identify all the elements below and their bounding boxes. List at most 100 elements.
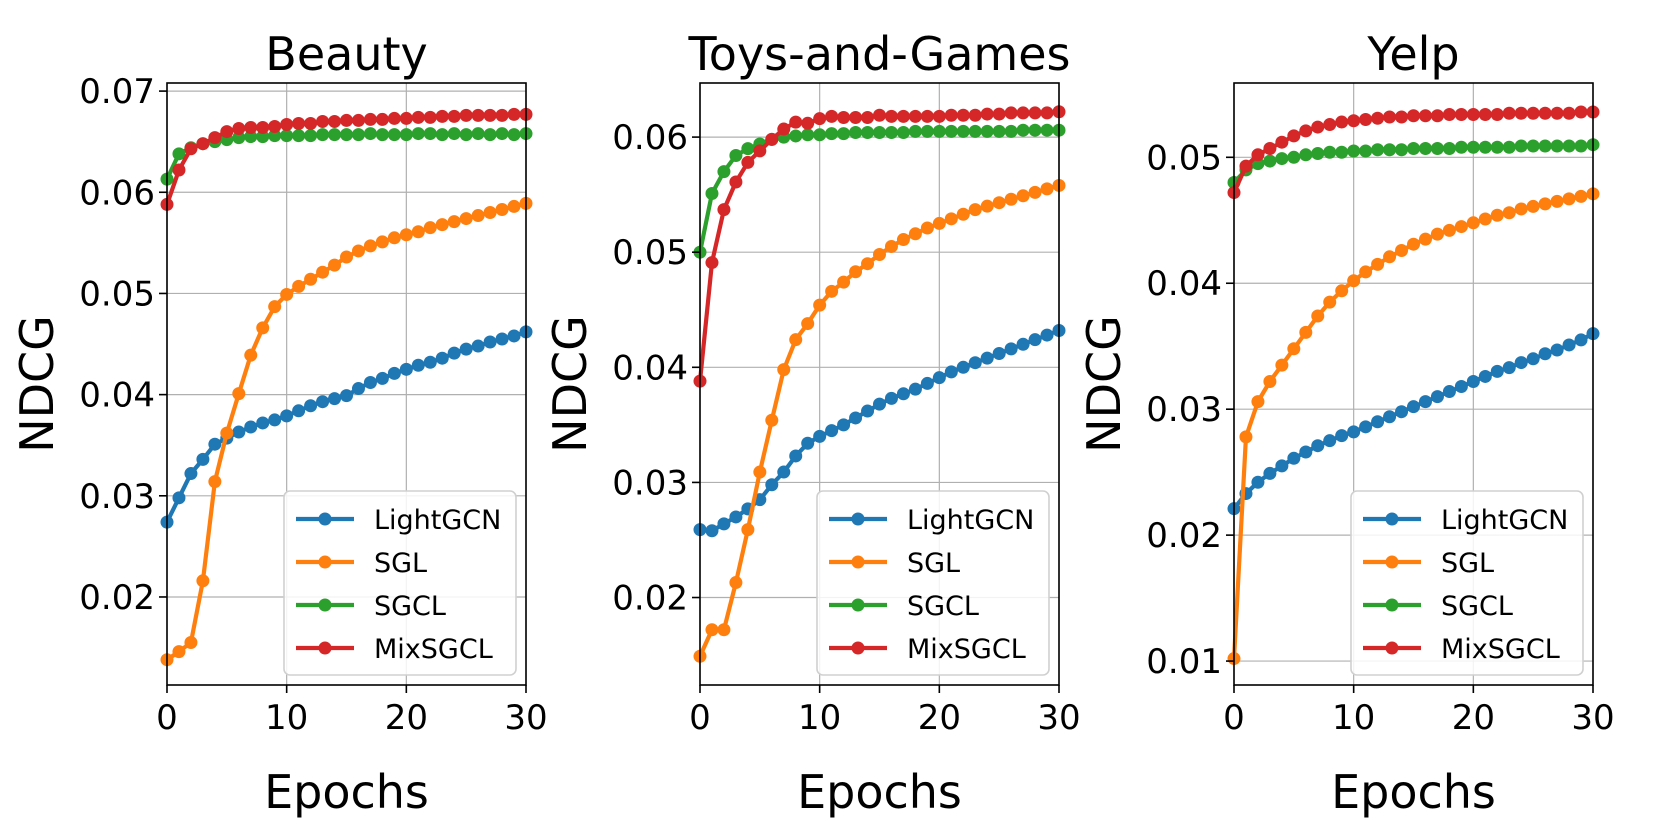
data-point-sgcl	[316, 128, 330, 142]
data-point-mixsgcl	[292, 116, 306, 130]
data-point-lightgcn	[256, 416, 270, 430]
data-point-sgl	[1395, 244, 1409, 258]
data-point-lightgcn	[1028, 333, 1042, 347]
data-point-sgcl	[447, 127, 461, 141]
data-point-lightgcn	[1287, 451, 1301, 465]
data-point-sgl	[328, 258, 342, 272]
data-point-mixsgcl	[387, 111, 401, 125]
data-point-sgcl	[495, 127, 509, 141]
data-point-sgl	[1478, 212, 1492, 226]
axes-frame	[699, 82, 1060, 686]
data-point-lightgcn	[873, 397, 886, 411]
data-point-mixsgcl	[705, 256, 719, 270]
data-point-lightgcn	[1371, 415, 1385, 429]
y-tick-label: 0.02	[1146, 516, 1222, 556]
data-point-sgl	[729, 576, 743, 590]
data-point-mixsgcl	[244, 121, 258, 135]
data-point-mixsgcl	[992, 107, 1006, 121]
data-point-lightgcn	[1466, 374, 1480, 388]
legend-item-lightgcn: LightGCN	[829, 505, 1034, 536]
data-point-mixsgcl	[328, 114, 342, 128]
data-point-mixsgcl	[447, 109, 461, 123]
data-point-sgl	[375, 235, 389, 249]
legend-marker	[1385, 598, 1399, 612]
data-point-sgcl	[932, 124, 946, 138]
data-point-lightgcn	[495, 332, 509, 346]
legend-label: MixSGCL	[1441, 634, 1560, 665]
data-point-lightgcn	[172, 491, 186, 505]
data-point-mixsgcl	[1442, 107, 1456, 121]
data-point-lightgcn	[1299, 445, 1313, 459]
data-point-mixsgcl	[1275, 135, 1289, 149]
legend-marker	[318, 598, 332, 612]
data-point-sgcl	[920, 124, 934, 138]
data-point-sgcl	[340, 128, 353, 142]
y-axis-label: NDCG	[10, 315, 64, 453]
y-tick-label: 0.04	[612, 348, 688, 388]
data-point-mixsgcl	[1323, 118, 1337, 132]
data-point-lightgcn	[1490, 364, 1504, 378]
data-point-sgl	[1287, 342, 1301, 356]
legend-label: SGCL	[1441, 591, 1513, 622]
legend-item-sgl: SGL	[829, 548, 960, 579]
data-point-sgl	[1562, 192, 1576, 206]
data-point-lightgcn	[292, 404, 306, 418]
data-point-sgl	[244, 348, 258, 362]
data-point-sgcl	[1335, 145, 1349, 159]
data-point-mixsgcl	[968, 108, 982, 122]
data-point-mixsgcl	[873, 108, 886, 122]
data-point-sgcl	[1418, 141, 1432, 155]
x-tick-label: 10	[798, 698, 841, 738]
legend-item-sgcl: SGCL	[829, 591, 979, 622]
data-point-sgl	[884, 239, 898, 253]
data-point-sgcl	[363, 127, 377, 141]
data-point-lightgcn	[1574, 333, 1588, 347]
data-point-sgcl	[1028, 123, 1042, 137]
data-point-lightgcn	[268, 413, 282, 427]
data-point-sgcl	[507, 128, 521, 142]
data-point-sgl	[956, 207, 970, 221]
data-point-sgcl	[1275, 152, 1289, 166]
data-point-lightgcn	[483, 335, 497, 349]
data-point-mixsgcl	[813, 112, 827, 126]
data-point-sgl	[1347, 274, 1361, 288]
data-point-lightgcn	[375, 371, 389, 385]
data-point-mixsgcl	[1040, 106, 1054, 120]
data-point-sgcl	[328, 128, 342, 142]
data-point-lightgcn	[1418, 395, 1432, 409]
data-point-lightgcn	[1251, 475, 1265, 489]
data-point-sgl	[849, 265, 863, 279]
x-axis-label: Epochs	[264, 765, 429, 819]
data-point-lightgcn	[280, 409, 294, 423]
data-point-mixsgcl	[1395, 110, 1409, 124]
data-point-sgl	[908, 227, 922, 241]
data-point-sgcl	[1287, 150, 1301, 164]
chart-title: Toys-and-Games	[688, 27, 1071, 81]
data-point-sgcl	[1430, 141, 1444, 155]
data-point-mixsgcl	[172, 163, 186, 177]
data-point-lightgcn	[351, 382, 365, 396]
data-point-sgcl	[873, 125, 886, 139]
data-point-sgl	[777, 363, 791, 377]
data-point-sgl	[1263, 374, 1277, 388]
data-point-sgcl	[861, 125, 875, 139]
data-point-sgcl	[968, 124, 982, 138]
data-point-sgl	[1526, 199, 1540, 213]
data-point-sgcl	[1371, 143, 1385, 157]
data-point-sgl	[992, 196, 1006, 210]
data-point-sgcl	[471, 127, 485, 141]
data-point-sgcl	[1538, 139, 1552, 153]
data-point-lightgcn	[471, 339, 485, 353]
data-point-sgcl	[956, 124, 970, 138]
data-point-lightgcn	[1562, 338, 1576, 352]
data-point-sgcl	[1407, 141, 1420, 155]
data-point-mixsgcl	[729, 175, 743, 189]
data-point-sgcl	[268, 129, 282, 143]
data-point-mixsgcl	[1478, 107, 1492, 121]
data-point-sgcl	[789, 129, 803, 143]
data-point-sgcl	[1359, 144, 1373, 158]
x-tick-label: 0	[1223, 698, 1245, 738]
data-point-lightgcn	[896, 387, 910, 401]
data-point-mixsgcl	[1287, 129, 1301, 143]
data-point-sgcl	[1004, 124, 1018, 138]
